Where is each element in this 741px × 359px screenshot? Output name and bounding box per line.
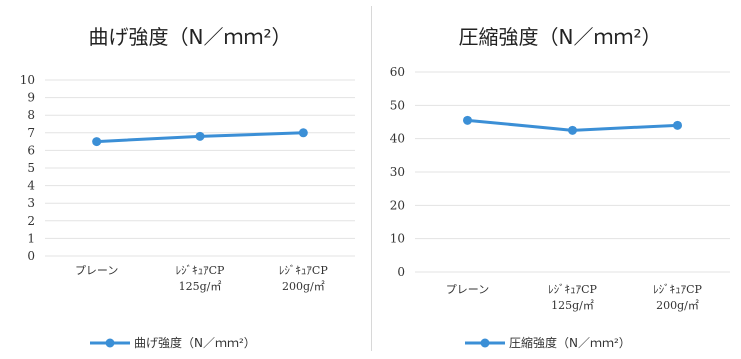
data-point (568, 125, 577, 135)
category-label-line: プレーン (446, 283, 489, 296)
category-label-line: 200g/㎡ (282, 280, 325, 293)
category-label-line: ﾚｼﾞｷｭｱCP (653, 283, 702, 296)
category-label-line: ﾚｼﾞｷｭｱCP (176, 264, 225, 277)
y-tick-label: 10 (390, 232, 405, 246)
category-label: ﾚｼﾞｷｭｱCP 125g/㎡ (176, 264, 225, 293)
compressive-strength-chart: 圧縮強度（N／ｍｍ²） 0 10 20 30 40 50 60 プレーン ﾚｼﾞｷｭｱCP 125g… (375, 0, 741, 359)
y-tick-label: 9 (27, 91, 35, 105)
data-point (463, 115, 472, 125)
legend-label: 圧縮強度（N／ｍｍ²） (509, 335, 631, 350)
data-point (298, 128, 308, 138)
category-label: プレーン (446, 283, 489, 296)
compressive-strength-svg: 圧縮強度（N／ｍｍ²） 0 10 20 30 40 50 60 プレーン ﾚｼﾞｷｭｱCP 125g… (390, 25, 730, 350)
category-label-line: 200g/㎡ (656, 299, 699, 312)
y-tick-label: 30 (390, 165, 405, 179)
data-point (92, 137, 102, 147)
legend-marker (105, 338, 115, 348)
data-point (673, 120, 682, 130)
legend-label: 曲げ強度（N／ｍｍ²） (134, 335, 256, 350)
bending-strength-svg: 曲げ強度（N／ｍｍ²） 0 1 2 3 4 5 6 7 8 9 10 プレーン ﾚｼﾞｷｭｱCP 125g/… (20, 25, 355, 350)
category-label-line: 125g/㎡ (179, 280, 222, 293)
chart-title: 圧縮強度（N／ｍｍ²） (459, 25, 662, 49)
y-tick-label: 0 (397, 265, 405, 279)
category-label: プレーン (75, 264, 118, 277)
panel-divider (371, 6, 372, 351)
y-tick-label: 1 (27, 231, 35, 245)
y-tick-label: 20 (390, 198, 405, 212)
category-label: ﾚｼﾞｷｭｱCP 200g/㎡ (279, 264, 328, 293)
category-label-line: 125g/㎡ (551, 299, 594, 312)
y-tick-label: 7 (27, 126, 35, 140)
category-label-line: プレーン (75, 264, 118, 277)
y-tick-label: 60 (390, 65, 405, 79)
y-tick-label: 40 (390, 132, 405, 146)
y-tick-label: 2 (27, 214, 35, 228)
y-tick-label: 0 (27, 249, 35, 263)
y-tick-label: 10 (20, 73, 35, 87)
y-tick-label: 6 (27, 143, 35, 157)
y-tick-label: 5 (27, 161, 35, 175)
legend-marker (480, 338, 490, 348)
y-tick-label: 3 (27, 196, 35, 210)
category-label-line: ﾚｼﾞｷｭｱCP (279, 264, 328, 277)
category-label: ﾚｼﾞｷｭｱCP 125g/㎡ (548, 283, 597, 312)
category-label-line: ﾚｼﾞｷｭｱCP (548, 283, 597, 296)
data-point (195, 131, 205, 141)
category-label: ﾚｼﾞｷｭｱCP 200g/㎡ (653, 283, 702, 312)
chart-title: 曲げ強度（N／ｍｍ²） (89, 25, 292, 49)
y-tick-label: 8 (27, 108, 35, 122)
y-tick-label: 4 (27, 179, 35, 193)
bending-strength-chart: 曲げ強度（N／ｍｍ²） 0 1 2 3 4 5 6 7 8 9 10 プレーン ﾚｼﾞｷｭｱCP 125g/… (0, 0, 366, 359)
y-tick-label: 50 (390, 98, 405, 112)
